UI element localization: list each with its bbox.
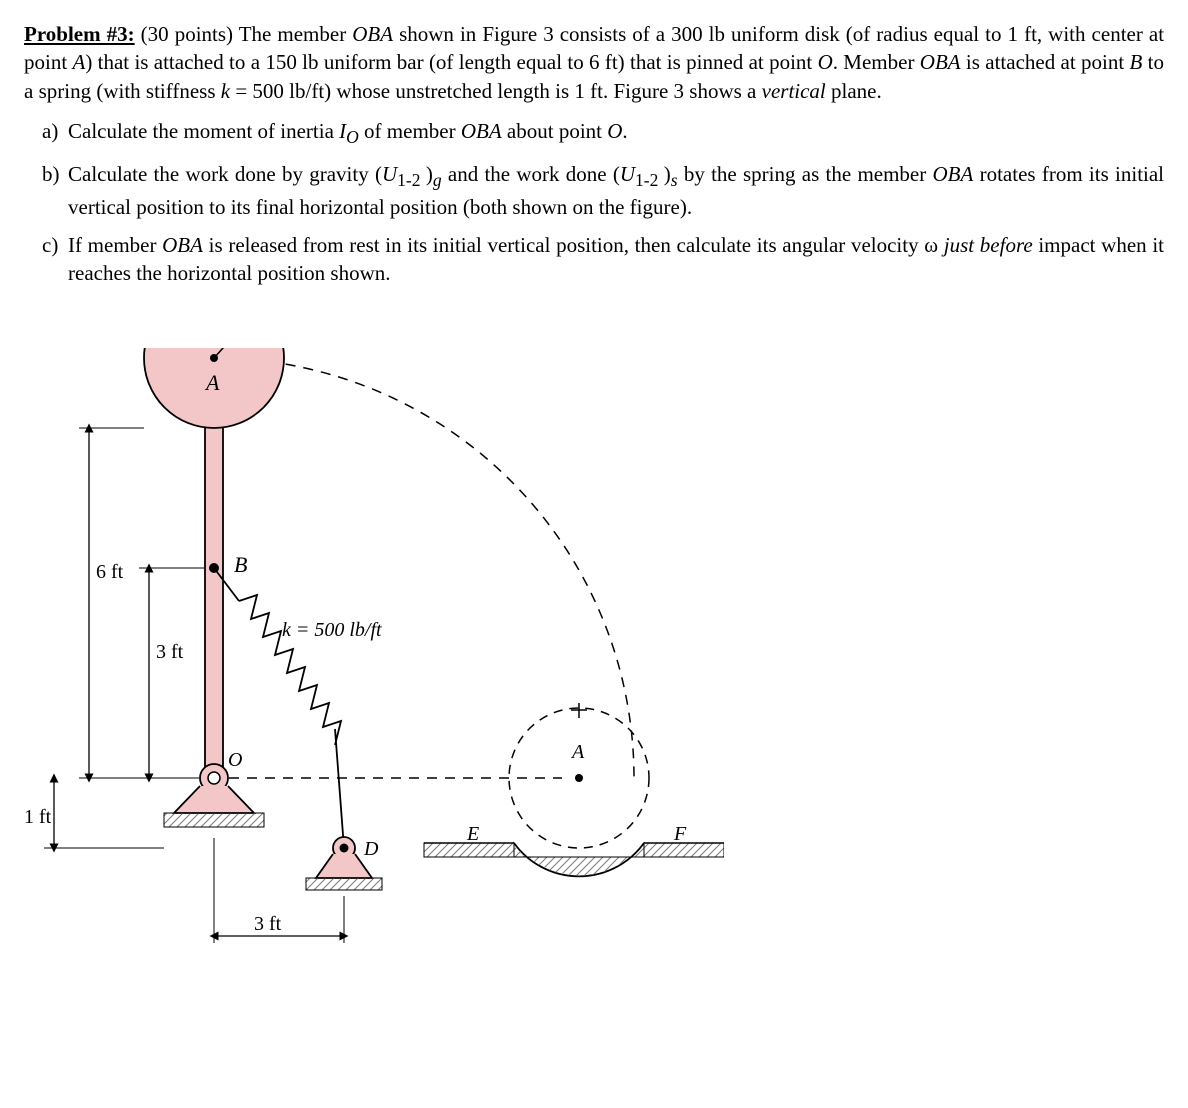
label-a-right: A xyxy=(570,741,585,763)
swing-arc xyxy=(214,358,634,778)
label-k: k = 500 lb/ft xyxy=(282,619,382,641)
problem-statement: Problem #3: (30 points) The member OBA s… xyxy=(24,20,1164,105)
part-b: b)Calculate the work done by gravity (U1… xyxy=(68,160,1164,221)
figure-svg: 1 ft A O B k = 500 lb/ft D 6 ft 3 ft 1 f… xyxy=(24,348,724,968)
label-b: B xyxy=(234,552,247,577)
label-f: F xyxy=(673,823,687,845)
pin-d-inner xyxy=(340,843,349,852)
part-a: a)Calculate the moment of inertia IO of … xyxy=(68,117,1164,150)
label-3ft-left: 3 ft xyxy=(156,641,184,663)
label-1ft-bl: 1 ft xyxy=(24,806,52,828)
points: (30 points) xyxy=(141,22,233,46)
label-o: O xyxy=(228,749,242,771)
ground-f xyxy=(644,843,724,857)
label-d: D xyxy=(363,838,379,860)
label-a-top: A xyxy=(204,370,220,395)
label-3ft-bottom: 3 ft xyxy=(254,913,282,935)
ground-d xyxy=(306,878,382,890)
disk-right-center xyxy=(575,774,583,782)
label-e: E xyxy=(466,823,479,845)
part-c: c)If member OBA is released from rest in… xyxy=(68,231,1164,288)
label-6ft: 6 ft xyxy=(96,561,124,583)
figure-3: 1 ft A O B k = 500 lb/ft D 6 ft 3 ft 1 f… xyxy=(24,348,1164,975)
pin-o-inner xyxy=(208,772,220,784)
ground-e xyxy=(424,843,514,857)
problem-label: Problem #3: xyxy=(24,22,135,46)
subparts-list: a)Calculate the moment of inertia IO of … xyxy=(24,117,1164,288)
pin-o-triangle xyxy=(174,786,254,813)
ground-o xyxy=(164,813,264,827)
